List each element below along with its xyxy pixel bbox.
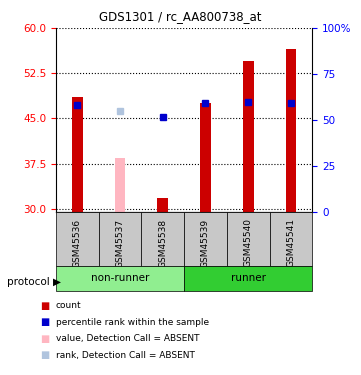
Text: non-runner: non-runner xyxy=(91,273,149,284)
Bar xyxy=(227,212,270,266)
Text: ■: ■ xyxy=(40,334,50,344)
Text: value, Detection Call = ABSENT: value, Detection Call = ABSENT xyxy=(56,334,200,343)
Text: ■: ■ xyxy=(40,317,50,327)
Bar xyxy=(200,104,211,212)
Text: GSM45536: GSM45536 xyxy=(73,218,82,267)
Text: percentile rank within the sample: percentile rank within the sample xyxy=(56,318,209,327)
Bar xyxy=(72,98,83,212)
Bar xyxy=(142,212,184,266)
Bar xyxy=(270,212,312,266)
Bar xyxy=(184,266,312,291)
Bar xyxy=(184,212,227,266)
Bar xyxy=(157,198,168,212)
Bar xyxy=(286,49,296,212)
Text: count: count xyxy=(56,301,82,310)
Text: GSM45537: GSM45537 xyxy=(116,218,125,267)
Text: ■: ■ xyxy=(40,301,50,310)
Bar xyxy=(243,61,253,212)
Bar xyxy=(99,212,142,266)
Text: GSM45538: GSM45538 xyxy=(158,218,167,267)
Text: GDS1301 / rc_AA800738_at: GDS1301 / rc_AA800738_at xyxy=(99,10,262,24)
Text: GSM45541: GSM45541 xyxy=(286,218,295,267)
Text: ■: ■ xyxy=(40,350,50,360)
Text: GSM45540: GSM45540 xyxy=(244,218,253,267)
Text: runner: runner xyxy=(231,273,266,284)
Text: rank, Detection Call = ABSENT: rank, Detection Call = ABSENT xyxy=(56,351,195,360)
Text: GSM45539: GSM45539 xyxy=(201,218,210,267)
Text: protocol ▶: protocol ▶ xyxy=(7,277,61,287)
Bar xyxy=(56,266,184,291)
Bar xyxy=(115,158,125,212)
Bar xyxy=(56,212,99,266)
